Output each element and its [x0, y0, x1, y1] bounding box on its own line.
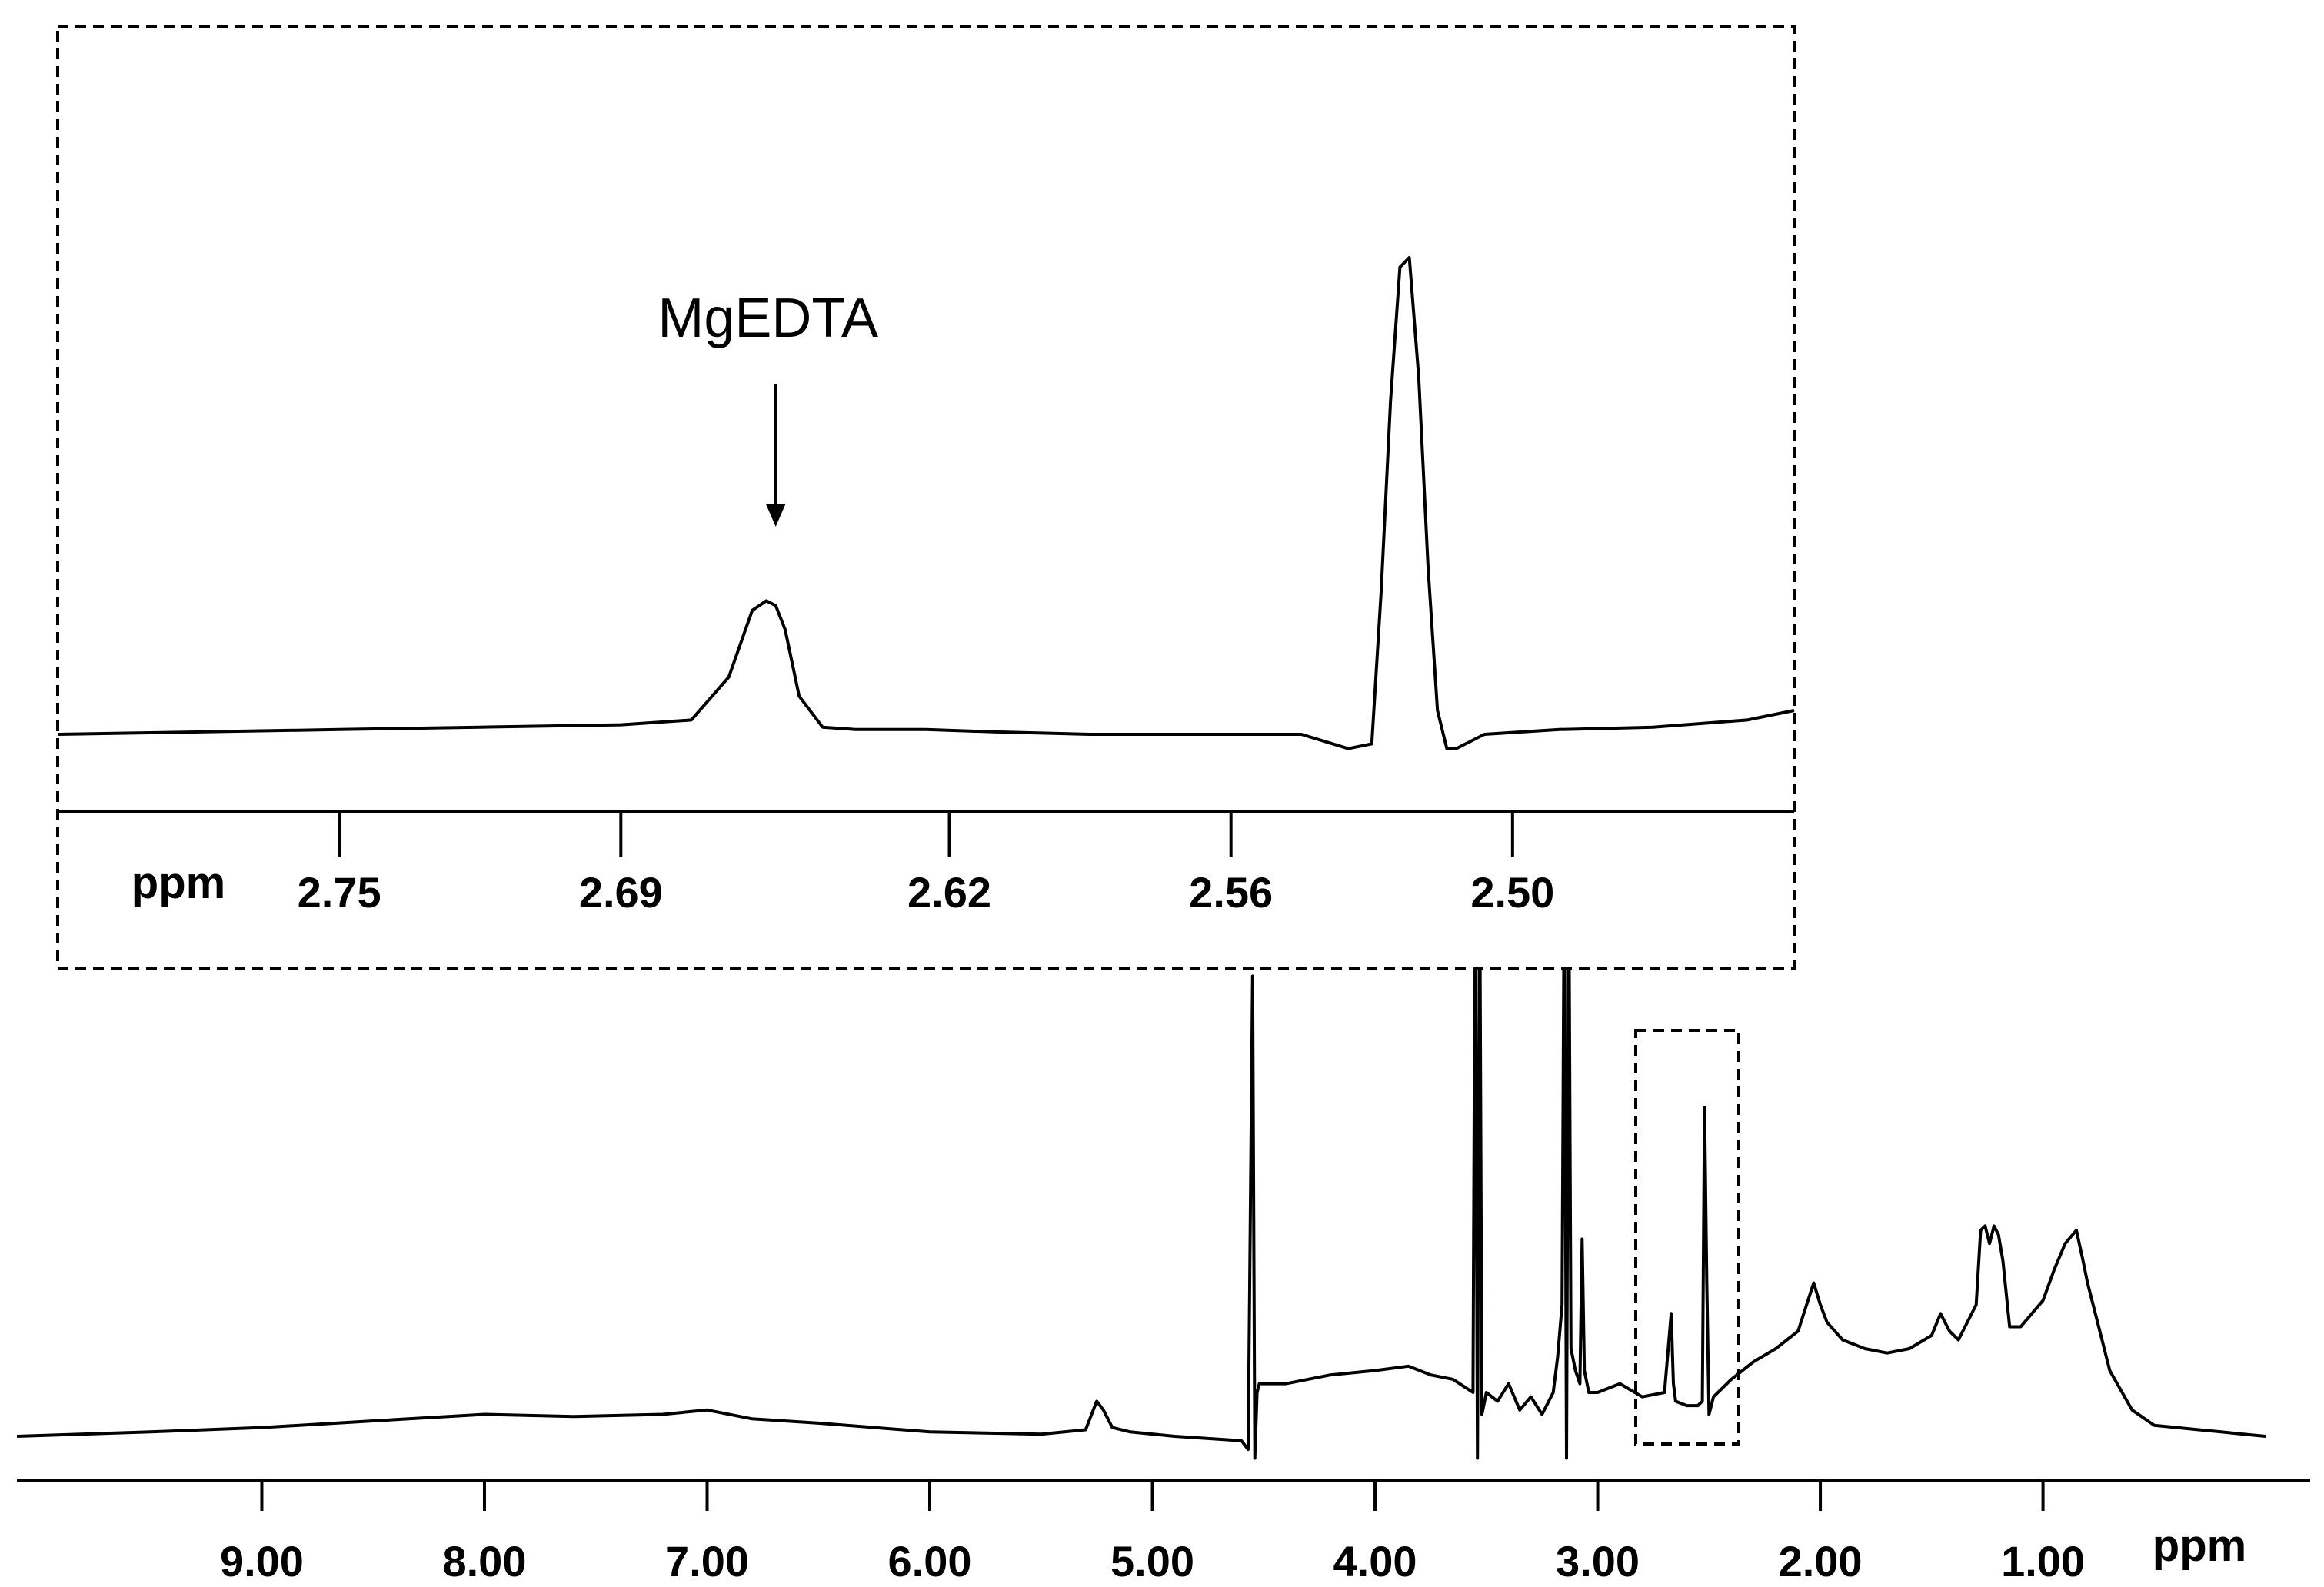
inset-border	[56, 25, 1796, 970]
inset-tick-label: 2.56	[1189, 868, 1273, 917]
main-tick-label: 1.00	[2001, 1537, 2085, 1585]
inset-spectrum-trace	[57, 256, 1795, 750]
main-tick-label: 3.00	[1556, 1537, 1640, 1585]
main-tick-label: 4.00	[1333, 1537, 1417, 1585]
inset-tick-label: 2.69	[579, 868, 663, 917]
main-spectrum-panel: 9.00 8.00 7.00 6.00 5.00 4.00 3.00 2.00 1.00 ppm	[16, 865, 2310, 1585]
main-x-ticks: 9.00 8.00 7.00 6.00 5.00 4.00 3.00 2.00 1.00	[220, 1480, 2085, 1585]
main-tick-label: 2.00	[1779, 1537, 1863, 1585]
mgedta-arrowhead	[765, 504, 786, 527]
inset-tick-label: 2.50	[1470, 868, 1554, 917]
zoom-region-box	[1634, 1029, 1740, 1446]
inset-x-axis-label: ppm	[132, 858, 225, 908]
main-tick-label: 6.00	[888, 1537, 972, 1585]
inset-tick-label: 2.62	[907, 868, 991, 917]
inset-tick-label: 2.75	[298, 868, 381, 917]
main-x-axis-label: ppm	[2153, 1521, 2246, 1571]
main-tick-label: 9.00	[220, 1537, 304, 1585]
main-spectrum-trace	[16, 865, 2266, 1460]
main-tick-label: 5.00	[1110, 1537, 1194, 1585]
main-tick-label: 7.00	[665, 1537, 749, 1585]
mgedta-annotation-label: MgEDTA	[658, 288, 878, 349]
inset-panel: 2.75 2.69 2.62 2.56 2.50 ppm MgEDTA	[56, 25, 1796, 970]
main-tick-label: 8.00	[442, 1537, 526, 1585]
inset-x-ticks: 2.75 2.69 2.62 2.56 2.50	[298, 811, 1554, 917]
